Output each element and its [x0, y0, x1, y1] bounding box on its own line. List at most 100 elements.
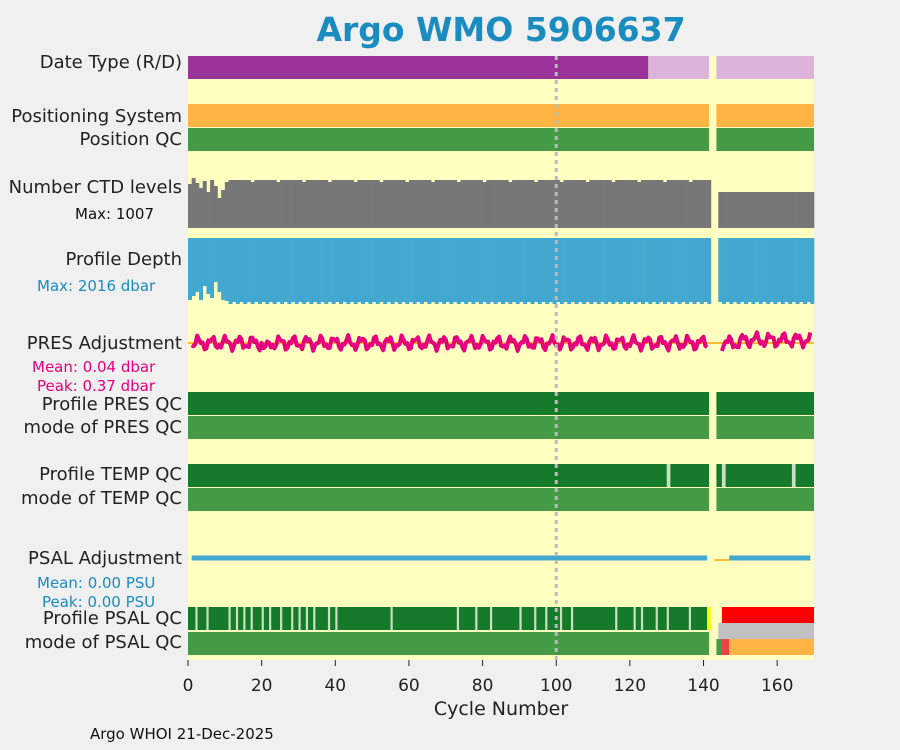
ctd-level-bar — [471, 180, 476, 228]
psal-qc-light-mark — [456, 607, 460, 630]
date-type-realtime-bar-b — [716, 56, 814, 79]
ctd-level-bar — [302, 182, 307, 228]
profile-depth-bar — [467, 238, 472, 302]
ctd-level-bar — [486, 180, 491, 228]
ctd-level-bar — [611, 182, 616, 228]
ctd-level-bar — [254, 180, 259, 228]
x-tick-label: 80 — [472, 676, 494, 696]
profile-depth-bar — [582, 238, 586, 304]
profile-depth-bar — [615, 238, 620, 302]
profile-depth-bar — [604, 238, 609, 304]
profile-depth-bar — [563, 238, 568, 302]
profile-depth-bar — [188, 238, 192, 300]
profile-depth-bar — [515, 238, 520, 304]
ctd-level-bar — [589, 180, 594, 228]
profile-depth-bar — [493, 238, 498, 304]
profile-psal-qc-red-bar — [721, 607, 814, 623]
psal-qc-light-mark — [559, 607, 563, 630]
profile-depth-bar — [254, 238, 259, 302]
profile-depth-bar — [449, 238, 454, 304]
ctd-level-bar — [188, 184, 192, 228]
profile-depth-bar — [401, 238, 406, 302]
psal-mean: Mean: 0.00 PSU — [37, 574, 156, 592]
profile-depth-bar — [338, 238, 343, 304]
ctd-level-bar — [316, 180, 321, 228]
psal-qc-light-mark — [243, 607, 246, 630]
ctd-level-bar — [346, 180, 351, 228]
ctd-level-bar — [357, 180, 362, 228]
ctd-level-bar — [744, 192, 749, 228]
profile-depth-bar — [210, 238, 215, 298]
ctd-level-bar — [497, 180, 502, 228]
ctd-level-bar — [758, 192, 763, 228]
ctd-level-bar — [493, 180, 498, 228]
ctd-level-bar — [269, 180, 273, 228]
profile-depth-bar — [519, 238, 524, 302]
label-pres-adjustment: PRES Adjustment — [26, 333, 182, 354]
profile-depth-bar — [618, 238, 623, 304]
profile-depth-bar — [523, 238, 528, 304]
psal-qc-light-mark — [313, 607, 316, 630]
psal-qc-light-mark — [534, 607, 537, 630]
ctd-level-bar — [784, 192, 789, 228]
profile-depth-bar — [795, 238, 800, 304]
profile-depth-bar — [762, 238, 767, 302]
profile-depth-bar — [780, 238, 785, 304]
ctd-level-bar — [408, 180, 413, 228]
profile-depth-bar — [364, 238, 369, 302]
ctd-level-bar — [692, 180, 697, 228]
ctd-level-bar — [762, 192, 767, 228]
psal-qc-light-mark — [195, 607, 198, 630]
profile-depth-bar — [261, 238, 266, 302]
profile-depth-bar — [633, 238, 638, 304]
ctd-level-bar — [261, 180, 266, 228]
profile-depth-bar — [611, 238, 616, 304]
ctd-level-bar — [688, 182, 693, 228]
chart-title: Argo WMO 5906637 — [316, 10, 686, 49]
ctd-level-bar — [419, 180, 424, 228]
ctd-level-bar — [467, 180, 472, 228]
temp-qc-flag-mark — [666, 464, 671, 487]
ctd-level-bar — [228, 180, 233, 228]
profile-depth-bar — [250, 238, 255, 304]
ctd-level-bar — [353, 182, 358, 228]
ctd-level-bar — [567, 180, 572, 228]
ctd-level-bar — [338, 180, 343, 228]
profile-depth-bar — [305, 238, 310, 302]
profile-depth-bar — [512, 238, 517, 302]
label-profile-pres-qc: Profile PRES QC — [41, 394, 182, 415]
x-tick-label: 120 — [614, 676, 646, 696]
profile-depth-bar — [655, 238, 660, 304]
psal-qc-light-mark — [206, 607, 209, 630]
profile-depth-bar — [228, 238, 233, 304]
profile-depth-bar — [206, 238, 211, 294]
ctd-level-bar — [372, 180, 377, 228]
ctd-level-bar — [232, 180, 237, 228]
profile-depth-bar — [191, 238, 196, 296]
profile-depth-bar — [394, 238, 399, 302]
ctd-level-bar — [548, 180, 553, 228]
ctd-level-bar — [397, 180, 402, 228]
ctd-level-bar — [633, 180, 638, 228]
ctd-level-bar — [707, 180, 712, 228]
ctd-level-bar — [541, 180, 546, 228]
psal-qc-light-mark — [228, 607, 231, 630]
profile-depth-bar — [585, 238, 590, 302]
psal-qc-light-mark — [327, 607, 331, 630]
profile-depth-bar — [342, 238, 347, 302]
ctd-level-bar — [445, 180, 450, 228]
profile-depth-bar — [696, 238, 701, 302]
ctd-level-bar — [221, 190, 226, 228]
ctd-level-bar — [294, 180, 299, 228]
ctd-level-bar — [504, 180, 509, 228]
date-type-delayed-bar — [188, 56, 649, 79]
psal-qc-light-mark — [269, 607, 272, 630]
positioning-bar-b — [716, 104, 814, 127]
ctd-level-bar — [283, 180, 288, 228]
profile-depth-bar — [729, 238, 734, 304]
profile-psal-qc-grey-bar — [718, 623, 814, 639]
psal-qc-light-mark — [640, 607, 644, 630]
profile-depth-bar — [442, 238, 447, 304]
profile-depth-bar — [802, 238, 807, 304]
profile-depth-bar — [397, 238, 402, 304]
